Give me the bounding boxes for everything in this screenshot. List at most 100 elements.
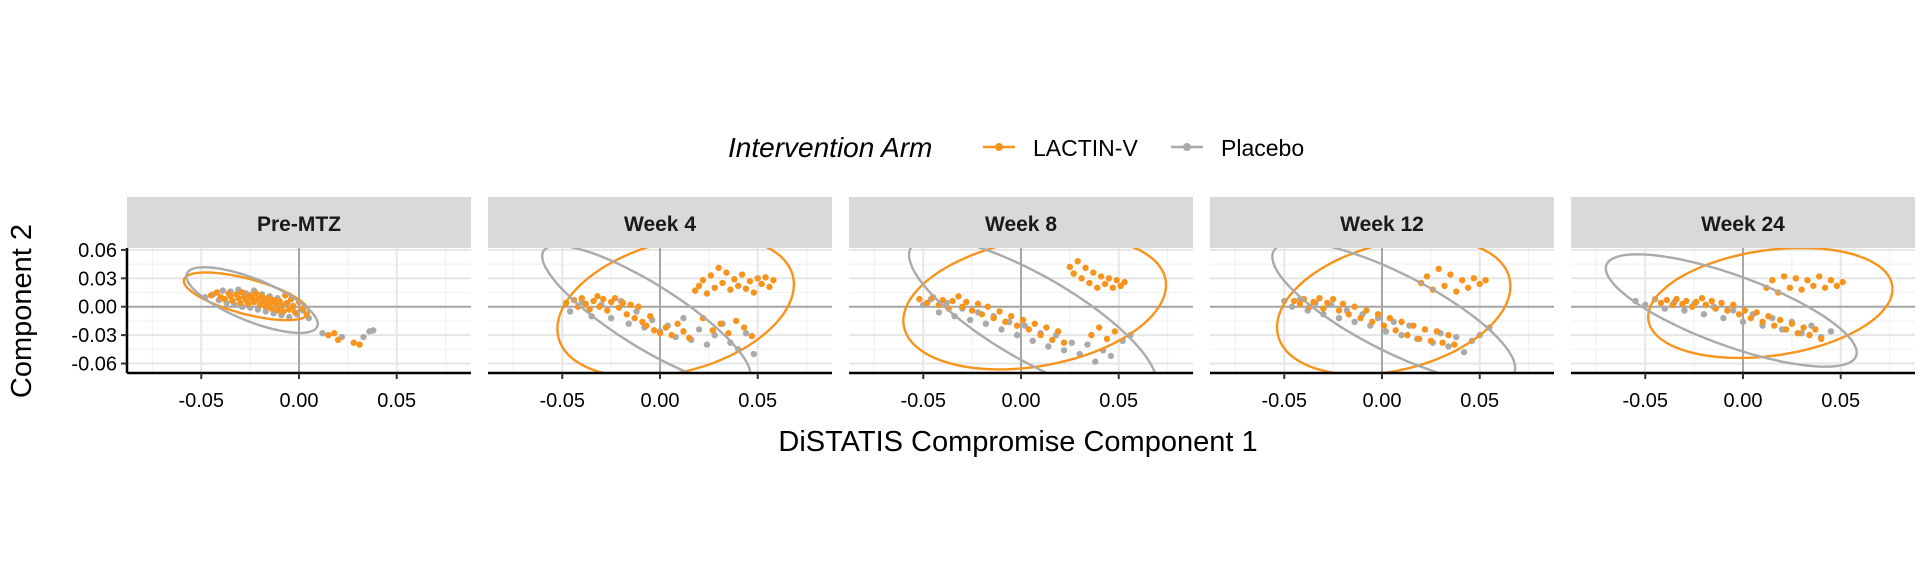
data-point-lactin-v bbox=[1663, 296, 1670, 304]
data-point-placebo bbox=[1029, 337, 1036, 345]
data-point-lactin-v bbox=[1724, 307, 1731, 314]
data-point-lactin-v bbox=[1702, 301, 1710, 309]
data-point-lactin-v bbox=[615, 304, 623, 311]
legend-item-lactin-v: LACTIN-V bbox=[983, 135, 1138, 161]
x-tick-label: 0.05 bbox=[1460, 390, 1499, 412]
data-point-lactin-v bbox=[1097, 273, 1105, 280]
data-point-placebo bbox=[1398, 331, 1405, 339]
data-point-lactin-v bbox=[1798, 286, 1805, 293]
data-point-lactin-v bbox=[727, 286, 734, 293]
data-point-lactin-v bbox=[695, 282, 703, 290]
data-point-lactin-v bbox=[1310, 298, 1317, 306]
data-point-lactin-v bbox=[963, 298, 970, 306]
data-point-lactin-v bbox=[1776, 316, 1784, 324]
data-point-placebo bbox=[966, 316, 974, 324]
data-point-lactin-v bbox=[600, 295, 607, 303]
data-point-lactin-v bbox=[707, 272, 715, 279]
data-point-lactin-v bbox=[252, 290, 260, 297]
data-point-lactin-v bbox=[742, 285, 750, 292]
data-point-lactin-v bbox=[1669, 301, 1676, 309]
facet-strip bbox=[488, 197, 832, 248]
data-point-lactin-v bbox=[1086, 279, 1093, 287]
x-tick-label: 0.05 bbox=[377, 390, 416, 412]
data-point-lactin-v bbox=[680, 328, 687, 335]
y-axis-title: Component 2 bbox=[6, 224, 38, 398]
x-tick-label: 0.05 bbox=[1821, 390, 1860, 412]
data-point-lactin-v bbox=[711, 284, 718, 291]
data-point-lactin-v bbox=[703, 290, 711, 297]
data-point-lactin-v bbox=[1335, 307, 1343, 314]
data-point-lactin-v bbox=[1324, 299, 1331, 307]
data-point-lactin-v bbox=[1816, 273, 1823, 280]
data-point-lactin-v bbox=[1351, 303, 1358, 310]
data-point-lactin-v bbox=[662, 324, 670, 331]
y-tick-label: 0.03 bbox=[78, 268, 117, 290]
data-point-lactin-v bbox=[668, 331, 675, 339]
data-point-placebo bbox=[1700, 311, 1708, 318]
data-point-lactin-v bbox=[1101, 280, 1109, 288]
data-point-placebo bbox=[1092, 358, 1099, 365]
data-point-lactin-v bbox=[916, 295, 923, 303]
data-point-lactin-v bbox=[725, 330, 732, 337]
data-point-lactin-v bbox=[984, 303, 991, 310]
data-point-lactin-v bbox=[590, 297, 597, 305]
data-point-lactin-v bbox=[299, 305, 307, 312]
data-point-lactin-v bbox=[611, 294, 619, 302]
data-point-lactin-v bbox=[627, 301, 634, 309]
data-point-lactin-v bbox=[733, 317, 740, 325]
data-point-lactin-v bbox=[1688, 303, 1696, 310]
data-point-lactin-v bbox=[990, 314, 997, 322]
facet-panels: Pre-MTZ -0.05 0.00 0.05 0.06 0.03 0.00 -0.03 -0.… bbox=[71, 197, 1915, 412]
data-point-lactin-v bbox=[1657, 299, 1665, 307]
data-point-lactin-v bbox=[1735, 311, 1743, 318]
data-point-lactin-v bbox=[1439, 339, 1446, 346]
data-point-lactin-v bbox=[1329, 295, 1337, 303]
data-point-lactin-v bbox=[1074, 258, 1081, 265]
data-point-lactin-v bbox=[1339, 300, 1347, 308]
data-point-placebo bbox=[607, 314, 615, 322]
data-point-lactin-v bbox=[968, 307, 976, 314]
x-tick-label: 0.00 bbox=[641, 390, 680, 412]
data-point-placebo bbox=[1084, 341, 1091, 348]
data-point-placebo bbox=[319, 330, 326, 337]
series-lactin-v bbox=[916, 258, 1128, 346]
data-point-lactin-v bbox=[978, 311, 986, 318]
data-point-lactin-v bbox=[1445, 331, 1452, 339]
data-point-lactin-v bbox=[1759, 318, 1766, 326]
data-point-lactin-v bbox=[1423, 273, 1431, 280]
facet-strip-label: Week 4 bbox=[624, 213, 696, 236]
data-point-placebo bbox=[1382, 328, 1390, 335]
data-point-lactin-v bbox=[1392, 327, 1399, 334]
data-point-lactin-v bbox=[974, 300, 982, 308]
data-point-lactin-v bbox=[1821, 284, 1829, 291]
data-point-lactin-v bbox=[738, 271, 746, 278]
legend-label: LACTIN-V bbox=[1033, 135, 1138, 161]
data-point-lactin-v bbox=[1066, 263, 1074, 271]
legend-item-placebo: Placebo bbox=[1171, 135, 1304, 161]
facet-strip bbox=[849, 197, 1193, 248]
grid-lines bbox=[1571, 248, 1915, 373]
data-point-lactin-v bbox=[1082, 264, 1089, 272]
data-point-placebo bbox=[1351, 318, 1358, 326]
data-point-lactin-v bbox=[1031, 320, 1038, 327]
data-point-lactin-v bbox=[1458, 276, 1466, 284]
y-tick-label: 0.00 bbox=[78, 297, 117, 319]
data-point-lactin-v bbox=[1054, 328, 1062, 335]
data-point-lactin-v bbox=[1090, 269, 1097, 276]
facet-strip bbox=[1210, 197, 1554, 248]
data-point-placebo bbox=[680, 314, 687, 322]
data-point-lactin-v bbox=[1380, 322, 1388, 329]
data-point-lactin-v bbox=[619, 299, 627, 307]
y-tick-label: -0.03 bbox=[71, 325, 117, 347]
data-point-placebo bbox=[1335, 314, 1343, 322]
data-point-lactin-v bbox=[325, 331, 332, 339]
data-point-placebo bbox=[1661, 305, 1669, 312]
data-point-lactin-v bbox=[289, 303, 297, 310]
x-tick-label: 0.00 bbox=[1724, 390, 1763, 412]
facet-panel-week-4: Week 4 -0.05 0.00 0.05 bbox=[488, 197, 832, 412]
data-point-lactin-v bbox=[268, 305, 275, 312]
data-point-lactin-v bbox=[1741, 307, 1749, 314]
data-point-lactin-v bbox=[1788, 320, 1796, 327]
data-point-lactin-v bbox=[1013, 322, 1021, 329]
data-point-lactin-v bbox=[1804, 276, 1811, 284]
